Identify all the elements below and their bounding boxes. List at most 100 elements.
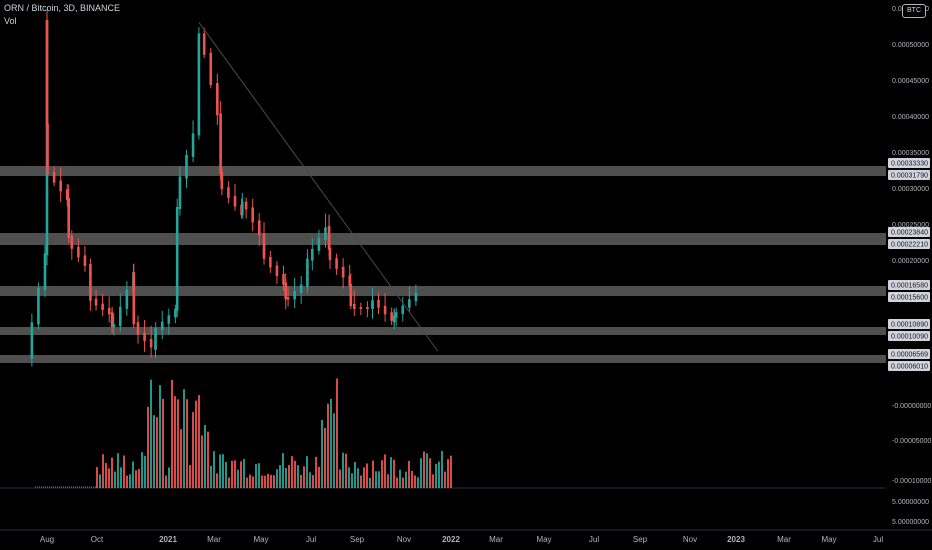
volume-bar (426, 453, 428, 488)
price-tick-label: 0.00020000 (892, 258, 929, 265)
zone-price-badge (888, 239, 930, 249)
candle-body (46, 123, 49, 175)
zone-price-label: 0.00016580 (891, 283, 928, 290)
candle-body (178, 176, 182, 209)
volume-bar (297, 465, 299, 488)
volume-bar (345, 453, 347, 488)
candle-body (352, 303, 356, 309)
volume-bar (171, 379, 173, 488)
volume-bar (195, 400, 197, 488)
volume-bar (357, 468, 359, 488)
volume-bar (414, 475, 416, 488)
volume-bar (408, 460, 410, 488)
volume-tick-label: 5.00000000 (892, 519, 929, 526)
x-tick-label: Jul (306, 535, 316, 544)
volume-bar (447, 459, 449, 488)
volume-bar (153, 415, 155, 488)
candle-body (45, 71, 49, 126)
zone-price-badge (888, 280, 930, 290)
x-tick-label: May (821, 535, 836, 544)
volume-bar (330, 398, 332, 488)
candle-body (65, 189, 69, 200)
volume-bar (216, 473, 218, 488)
candle-body (191, 133, 195, 157)
candle-body (175, 280, 179, 311)
sr-zone-5 (0, 355, 886, 363)
candle-body (383, 305, 387, 315)
candle-body (219, 113, 222, 140)
candle-body (251, 207, 254, 223)
candle-body (174, 308, 177, 318)
candle-body (293, 291, 296, 300)
volume-bar (159, 385, 161, 488)
volume-bar (177, 399, 179, 488)
candle-body (328, 247, 332, 261)
volume-bar (102, 454, 104, 488)
volume-bar (318, 466, 320, 488)
x-tick-label: May (536, 535, 551, 544)
volume-bar (105, 462, 107, 488)
volume-bar (279, 465, 281, 488)
candle-body (43, 253, 47, 290)
volume-bar (213, 451, 215, 488)
candle-body (197, 85, 201, 114)
candle-body (241, 201, 244, 208)
volume-bar (363, 467, 365, 488)
volume-bar (189, 465, 191, 488)
zone-price-badge (888, 158, 930, 168)
volume-bar (375, 471, 377, 488)
x-tick-label: 2022 (442, 535, 460, 544)
volume-bar (243, 458, 245, 488)
volume-bar (423, 451, 425, 488)
volume-bar (420, 458, 422, 488)
zone-price-label: 0.00006010 (891, 364, 928, 371)
volume-bar (99, 474, 101, 488)
candle-body (219, 137, 222, 157)
x-tick-label: Nov (683, 535, 697, 544)
volume-bar (291, 456, 293, 488)
x-tick-label: May (253, 535, 268, 544)
volume-bar (342, 452, 344, 488)
candle-body (132, 272, 136, 290)
candle-body (101, 303, 104, 310)
currency-badge[interactable]: BTC (902, 4, 926, 18)
candle-body (125, 289, 129, 309)
volume-bar (120, 467, 122, 488)
volume-bars (96, 378, 452, 488)
zone-price-badge (888, 170, 930, 180)
volume-bar (192, 412, 194, 488)
volume-bar (123, 455, 125, 488)
candles (30, 9, 418, 367)
volume-bar (267, 473, 269, 488)
volume-bar (252, 476, 254, 488)
volume-bar (138, 469, 140, 488)
candle-body (45, 191, 49, 256)
volume-bar (366, 463, 368, 488)
candle-body (377, 300, 380, 308)
x-tick-label: Mar (777, 535, 791, 544)
volume-bar (204, 425, 206, 488)
candle-body (219, 154, 222, 174)
candle-body (327, 236, 331, 250)
volume-bar (411, 470, 413, 488)
zone-price-badge (888, 292, 930, 302)
candle-body (197, 111, 201, 136)
volume-bar (402, 477, 404, 488)
x-tick-label: 2021 (159, 535, 177, 544)
candle-body (227, 187, 230, 198)
volume-bar (303, 466, 305, 488)
sr-zone-1 (0, 166, 886, 176)
candle-body (366, 307, 369, 309)
candle-body (132, 304, 136, 325)
volume-bar (324, 427, 326, 488)
zone-price-label: 0.00010890 (891, 322, 928, 329)
volume-bar (273, 475, 275, 488)
volume-bar (309, 472, 311, 488)
volume-bar (180, 429, 182, 488)
candle-body (257, 220, 261, 236)
candle-body (306, 258, 309, 268)
volume-bar (261, 475, 263, 488)
volume-bar (147, 406, 149, 488)
volume-bar (222, 454, 224, 488)
